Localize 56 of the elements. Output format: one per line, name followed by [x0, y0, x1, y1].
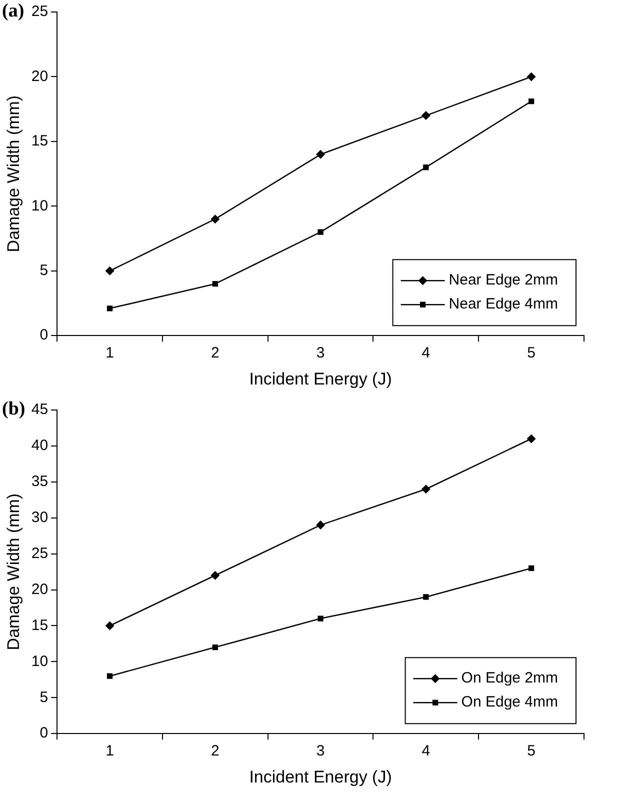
- y-tick-label: 45: [31, 401, 48, 418]
- point: [318, 229, 324, 235]
- x-tick-label: 4: [422, 742, 430, 760]
- point: [210, 214, 220, 224]
- y-tick-label: 15: [31, 616, 48, 634]
- y-tick-label: 25: [31, 544, 48, 562]
- x-tick-label: 5: [527, 344, 536, 362]
- x-tick-label: 3: [316, 344, 325, 362]
- point: [421, 484, 430, 494]
- point: [423, 594, 429, 600]
- y-tick-label: 0: [40, 326, 48, 344]
- point: [105, 621, 114, 630]
- point: [528, 565, 534, 572]
- x-axis-title: Incident Energy (J): [249, 767, 392, 786]
- y-tick-label: 5: [40, 688, 48, 706]
- y-axis-title: Damage Width (mm): [4, 493, 23, 650]
- point: [528, 98, 534, 104]
- point: [421, 111, 430, 120]
- point: [316, 520, 326, 530]
- point: [526, 72, 536, 82]
- x-tick-label: 2: [210, 344, 220, 362]
- y-tick-label: 0: [40, 724, 48, 742]
- y-axis-title: Damage Width (mm): [4, 95, 23, 252]
- point: [106, 306, 113, 312]
- x-tick-label: 3: [316, 742, 325, 760]
- y-tick-label: 35: [31, 473, 48, 490]
- y-tick-label: 5: [40, 262, 48, 280]
- chart-title: (b): [2, 398, 26, 420]
- point: [106, 673, 113, 679]
- x-tick-label: 4: [422, 344, 430, 362]
- x-tick-label: 2: [210, 742, 220, 760]
- x-tick-label: 5: [527, 742, 536, 760]
- point: [526, 434, 536, 444]
- y-tick-label: 10: [31, 197, 48, 214]
- x-axis-title: Incident Energy (J): [249, 369, 392, 388]
- y-tick-label: 25: [31, 3, 48, 20]
- point: [212, 280, 218, 287]
- y-tick-label: 20: [31, 580, 48, 598]
- y-tick-label: 10: [31, 652, 48, 670]
- legend-label: On Edge 4mm: [461, 694, 558, 711]
- x-tick-label: 1: [106, 742, 114, 760]
- chart-title: (a): [2, 0, 24, 22]
- point: [316, 150, 326, 159]
- x-tick-label: 1: [106, 344, 114, 362]
- y-tick-label: 40: [31, 437, 48, 454]
- y-tick-label: 15: [31, 132, 48, 150]
- point: [105, 266, 114, 276]
- point: [318, 616, 324, 622]
- point: [210, 570, 220, 580]
- legend-label: Near Edge 2mm: [448, 272, 558, 289]
- point: [212, 644, 218, 650]
- y-tick-label: 30: [31, 509, 48, 526]
- y-tick-label: 20: [31, 68, 48, 85]
- point: [423, 164, 429, 170]
- legend-label: Near Edge 4mm: [448, 296, 558, 313]
- legend-label: On Edge 2mm: [461, 670, 558, 687]
